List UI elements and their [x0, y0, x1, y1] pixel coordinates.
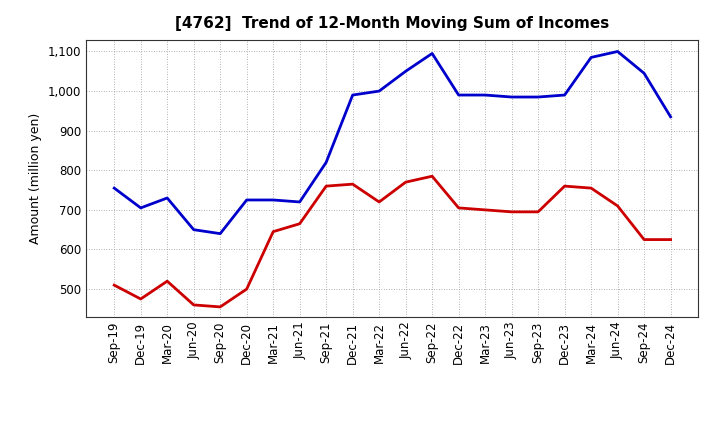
Net Income [243, 286, 251, 292]
Line: Net Income: Net Income [114, 176, 670, 307]
Ordinary Income [110, 185, 119, 191]
Ordinary Income [189, 227, 198, 232]
Ordinary Income [295, 199, 304, 205]
Net Income [508, 209, 516, 214]
Ordinary Income [216, 231, 225, 236]
Net Income [666, 237, 675, 242]
Ordinary Income [640, 70, 649, 76]
Ordinary Income [375, 88, 384, 94]
Ordinary Income [269, 197, 277, 202]
Ordinary Income [243, 197, 251, 202]
Ordinary Income [613, 49, 622, 54]
Ordinary Income [428, 51, 436, 56]
Net Income [269, 229, 277, 234]
Ordinary Income [560, 92, 569, 98]
Net Income [481, 207, 490, 213]
Net Income [322, 183, 330, 189]
Title: [4762]  Trend of 12-Month Moving Sum of Incomes: [4762] Trend of 12-Month Moving Sum of I… [175, 16, 610, 32]
Ordinary Income [666, 114, 675, 119]
Net Income [348, 181, 357, 187]
Y-axis label: Amount (million yen): Amount (million yen) [30, 113, 42, 244]
Ordinary Income [454, 92, 463, 98]
Line: Ordinary Income: Ordinary Income [114, 51, 670, 234]
Ordinary Income [163, 195, 171, 201]
Net Income [295, 221, 304, 226]
Ordinary Income [481, 92, 490, 98]
Net Income [136, 297, 145, 302]
Ordinary Income [534, 94, 542, 99]
Net Income [216, 304, 225, 310]
Net Income [163, 279, 171, 284]
Net Income [189, 302, 198, 308]
Net Income [401, 180, 410, 185]
Net Income [613, 203, 622, 209]
Ordinary Income [136, 205, 145, 210]
Net Income [454, 205, 463, 210]
Ordinary Income [401, 69, 410, 74]
Ordinary Income [348, 92, 357, 98]
Net Income [560, 183, 569, 189]
Net Income [428, 173, 436, 179]
Ordinary Income [508, 94, 516, 99]
Net Income [375, 199, 384, 205]
Net Income [534, 209, 542, 214]
Net Income [110, 282, 119, 288]
Ordinary Income [587, 55, 595, 60]
Net Income [587, 185, 595, 191]
Ordinary Income [322, 160, 330, 165]
Net Income [640, 237, 649, 242]
